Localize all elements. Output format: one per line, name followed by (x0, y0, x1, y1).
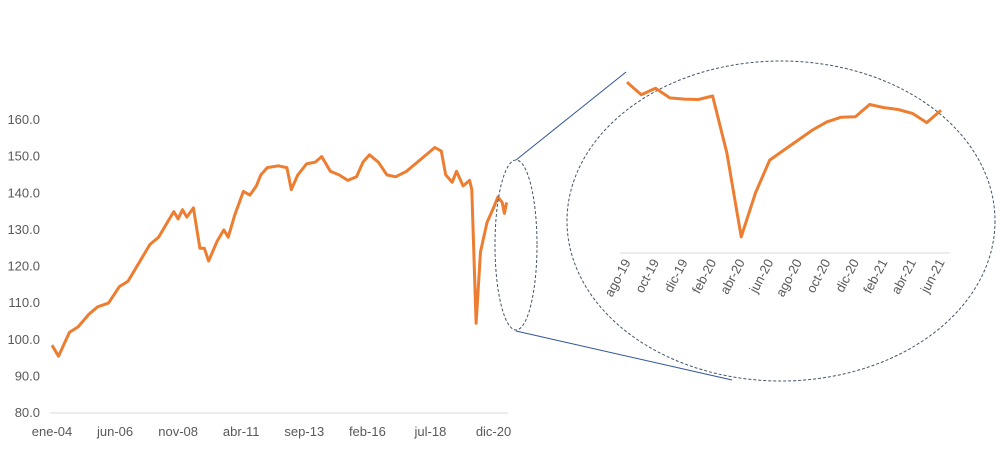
x-tick-label: dic-20 (476, 424, 511, 439)
zoom-ellipse (566, 60, 996, 382)
y-tick-label: 90.0 (15, 368, 40, 383)
x-tick-label: jun-06 (96, 424, 133, 439)
y-tick-label: 150.0 (7, 149, 40, 164)
y-tick-label: 130.0 (7, 222, 40, 237)
connector-line-top (515, 71, 627, 161)
y-tick-label: 140.0 (7, 185, 40, 200)
x-tick-label: ene-04 (32, 424, 72, 439)
connector-line-bottom (515, 330, 733, 381)
x-tick-label: sep-13 (284, 424, 324, 439)
inset-series-line (626, 80, 942, 239)
zoom-callout (494, 60, 996, 382)
y-tick-label: 160.0 (7, 112, 40, 127)
highlight-ellipse (494, 159, 538, 331)
x-tick-label: abr-11 (223, 424, 260, 439)
x-tick-label: feb-16 (349, 424, 386, 439)
y-tick-label: 110.0 (8, 295, 40, 310)
y-tick-label: 80.0 (15, 405, 40, 420)
main-chart: 80.0 90.0 100.0 110.0 120.0 130.0 140.0 150.0 16… (7, 112, 511, 439)
series-line (50, 146, 509, 358)
y-tick-label: 100.0 (7, 332, 40, 347)
x-tick-label: nov-08 (158, 424, 198, 439)
y-tick-label: 120.0 (7, 259, 40, 274)
x-tick-label: jul-18 (414, 424, 447, 439)
